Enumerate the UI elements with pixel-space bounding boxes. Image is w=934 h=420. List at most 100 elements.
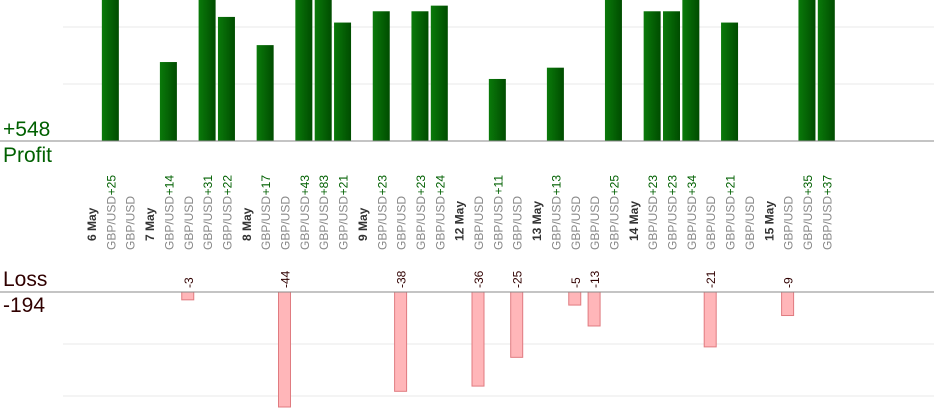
pair-label: GBP/USD (395, 196, 409, 250)
profit-bar (604, 0, 622, 141)
profit-bar (643, 11, 661, 142)
profit-value-label: +23 (666, 175, 680, 196)
profit-value-label: +31 (201, 175, 215, 196)
loss-value-label: -38 (395, 270, 409, 288)
pair-label: GBP/USD (569, 196, 583, 250)
profit-label: Profit (3, 144, 53, 167)
pair-label: GBP/USD (472, 196, 486, 250)
loss-bar (278, 291, 291, 408)
pair-label: GBP/USD (298, 196, 312, 250)
loss-bar (471, 291, 485, 387)
date-label: 12 May (453, 201, 467, 241)
profit-value-label: +37 (820, 175, 834, 196)
loss-bar (781, 291, 795, 317)
pair-label: GBP/USD (801, 196, 815, 250)
pair-label: GBP/USD (433, 196, 447, 250)
loss-value-label: -36 (472, 270, 486, 288)
date-label: 15 May (762, 201, 776, 241)
pair-label: GBP/USD (685, 196, 699, 250)
axes (0, 140, 934, 293)
profit-bar (663, 11, 680, 142)
profit-value-label: +21 (337, 175, 351, 196)
loss-bar (510, 291, 524, 358)
profit-bar (217, 16, 235, 142)
pair-label: GBP/USD (182, 196, 196, 250)
profit-bar (411, 11, 429, 142)
pair-label: GBP/USD (549, 196, 563, 250)
profit-bar (817, 0, 835, 141)
profit-value-label: +35 (801, 175, 815, 196)
loss-bar (568, 291, 582, 306)
profit-bar (682, 0, 700, 141)
loss-value-label: -5 (569, 277, 583, 288)
pair-label: GBP/USD (820, 196, 834, 250)
pair-label: GBP/USD (220, 196, 234, 250)
pair-label: GBP/USD (724, 196, 738, 250)
pair-label: GBP/USD (259, 196, 273, 250)
pair-label: GBP/USD (317, 196, 331, 250)
date-label: 13 May (530, 201, 544, 241)
profit-value-label: +83 (317, 175, 331, 196)
loss-value-label: -13 (588, 270, 602, 288)
profit-value-label: +34 (685, 175, 699, 196)
loss-bar (703, 291, 717, 348)
pair-label: GBP/USD (279, 196, 293, 250)
profit-value-label: +11 (491, 175, 505, 195)
pair-label: GBP/USD (743, 196, 757, 250)
profit-bar (256, 45, 274, 142)
pair-label: GBP/USD (607, 196, 621, 250)
profit-value-label: +24 (433, 175, 447, 196)
pair-label: GBP/USD (201, 196, 215, 250)
profit-bar (798, 0, 816, 141)
profit-value-label: +23 (375, 175, 389, 196)
loss-label: Loss (3, 268, 48, 291)
pair-label: GBP/USD (104, 196, 118, 250)
date-label: 9 May (356, 207, 370, 241)
profit-bar (198, 0, 216, 141)
profit-bar (101, 0, 119, 141)
pair-label: GBP/USD (414, 196, 428, 250)
pair-label: GBP/USD (511, 196, 525, 250)
profit-bar (372, 11, 390, 142)
profit-value-label: +43 (298, 175, 312, 196)
pair-label: GBP/USD (491, 196, 505, 250)
profit-bar (488, 78, 506, 141)
profit-value-label: +23 (414, 175, 428, 196)
loss-value-label: -9 (782, 277, 796, 288)
profit-value-label: +25 (607, 175, 621, 196)
date-label: 6 May (85, 207, 99, 241)
pair-label: GBP/USD (375, 196, 389, 250)
pair-label: GBP/USD (782, 196, 796, 250)
loss-value-label: -25 (511, 270, 525, 288)
date-label: 14 May (627, 201, 641, 241)
pair-label: GBP/USD (162, 196, 176, 250)
profit-bar (314, 0, 332, 141)
pair-label: GBP/USD (124, 196, 138, 250)
profit-bar (546, 67, 564, 141)
profit-value-label: +23 (646, 175, 660, 196)
loss-bar (587, 291, 601, 327)
loss-value-label: -44 (279, 270, 293, 288)
pair-label: GBP/USD (666, 196, 680, 250)
profit-value-label: +21 (724, 175, 738, 196)
bars (101, 0, 835, 408)
profit-value-label: +14 (162, 175, 176, 196)
profit-bar (295, 0, 313, 141)
loss-total: -194 (3, 294, 46, 317)
pair-label: GBP/USD (704, 196, 718, 250)
profit-value-label: +25 (104, 175, 118, 196)
profit-bar (159, 62, 177, 141)
pair-label: GBP/USD (588, 196, 602, 250)
loss-bar (181, 291, 195, 301)
profit-bar (334, 22, 352, 142)
profit-bar (721, 22, 739, 142)
pair-label: GBP/USD (646, 196, 660, 250)
profit-bar (430, 5, 448, 142)
loss-value-label: -3 (182, 277, 196, 288)
loss-bar (394, 291, 408, 392)
date-label: 8 May (240, 207, 254, 241)
profit-value-label: +22 (220, 175, 234, 196)
date-label: 7 May (143, 207, 157, 241)
